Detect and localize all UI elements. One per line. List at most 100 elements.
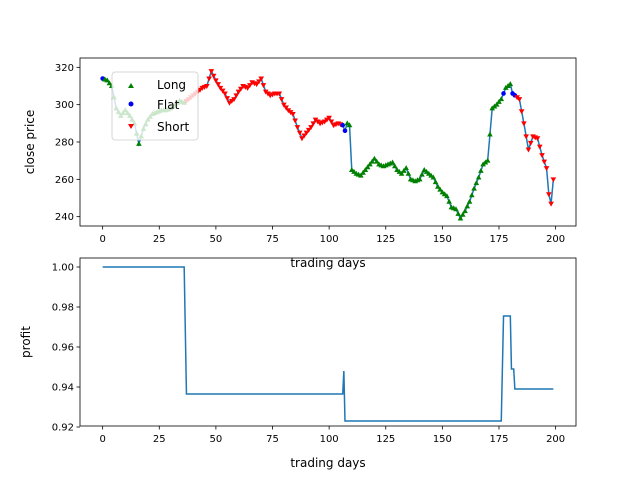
price-chart-y-tick-label: 280 — [55, 138, 74, 149]
price-chart-y-tick-label: 300 — [55, 100, 74, 111]
short-marker — [222, 91, 228, 97]
short-marker — [276, 91, 283, 97]
price-chart-x-tick-label: 125 — [376, 234, 395, 245]
short-marker — [238, 86, 244, 92]
profit-chart-frame — [79, 257, 577, 427]
long-marker — [457, 215, 464, 221]
price-chart: 0 25 50 75 100 125 150 175 200 240 260 280 300 320 tr… — [23, 57, 577, 270]
short-marker — [204, 84, 210, 89]
short-marker — [303, 130, 310, 136]
price-chart-y-tick-label: 320 — [55, 63, 74, 74]
price-chart-x-label: trading days — [290, 256, 365, 270]
price-chart-x-tick-label: 150 — [433, 234, 452, 245]
long-marker — [430, 174, 437, 180]
flat-marker — [342, 128, 348, 134]
price-chart-y-tick-label: 260 — [55, 175, 74, 186]
profit-chart-x-tick-label: 200 — [546, 434, 565, 445]
long-marker — [487, 131, 493, 137]
long-marker — [369, 158, 375, 164]
long-marker — [471, 185, 477, 191]
long-marker — [104, 77, 110, 83]
profit-chart-x-tick-label: 25 — [153, 434, 166, 445]
long-marker — [367, 161, 373, 167]
long-marker — [346, 122, 353, 128]
long-marker — [469, 192, 475, 198]
profit-chart-ticks: 0 25 50 75 100 125 150 175 200 0.92 0.94 0.96 0.98 1.… — [52, 263, 565, 446]
legend-short-label: Short — [157, 120, 189, 134]
long-marker — [493, 101, 500, 107]
long-marker — [136, 140, 142, 146]
price-chart-x-tick-label: 75 — [266, 234, 279, 245]
short-marker — [233, 93, 240, 99]
profit-chart-y-label: profit — [19, 326, 33, 358]
short-marker — [260, 83, 267, 89]
price-chart-ticks: 0 25 50 75 100 125 150 175 200 240 260 280 300 320 — [55, 63, 565, 245]
short-marker — [210, 73, 217, 79]
long-marker — [473, 180, 480, 186]
legend-flat-marker — [128, 101, 134, 107]
short-marker — [253, 82, 260, 88]
profit-chart-y-tick-label: 0.92 — [52, 423, 74, 434]
short-marker — [215, 82, 221, 88]
profit-chart-x-tick-label: 125 — [376, 434, 395, 445]
price-chart-x-tick-label: 25 — [153, 234, 166, 245]
short-marker — [523, 134, 529, 140]
short-marker — [525, 147, 532, 153]
price-chart-x-tick-label: 175 — [489, 234, 508, 245]
profit-chart-y-tick-label: 0.98 — [52, 303, 74, 314]
long-marker — [403, 165, 409, 171]
long-marker — [360, 169, 366, 175]
long-marker — [398, 170, 405, 176]
short-marker — [247, 83, 253, 89]
short-marker — [516, 97, 523, 103]
short-marker — [217, 85, 224, 91]
long-marker — [507, 81, 514, 87]
short-marker — [543, 166, 550, 172]
long-marker — [362, 167, 369, 172]
short-marker — [301, 133, 308, 139]
short-marker — [258, 76, 264, 82]
legend-short-marker — [128, 124, 134, 129]
profit-chart-x-tick-label: 50 — [210, 434, 223, 445]
long-marker — [446, 198, 452, 204]
short-marker — [294, 125, 301, 131]
short-marker — [305, 127, 312, 133]
long-marker — [389, 159, 396, 165]
short-marker — [244, 85, 251, 91]
short-marker — [219, 88, 226, 94]
long-marker — [484, 157, 491, 163]
legend-long-marker — [128, 83, 134, 88]
long-marker — [392, 163, 398, 169]
profit-chart-y-tick-label: 0.94 — [52, 383, 74, 394]
price-chart-x-tick-label: 50 — [210, 234, 223, 245]
long-marker — [496, 98, 502, 104]
long-marker — [373, 158, 380, 164]
long-marker — [371, 155, 378, 161]
short-marker — [296, 130, 303, 136]
price-chart-frame — [79, 57, 577, 227]
short-marker — [308, 125, 314, 131]
profit-chart-y-tick-label: 1.00 — [52, 263, 74, 274]
short-marker — [310, 121, 317, 127]
profit-chart-x-tick-label: 0 — [99, 434, 105, 445]
short-marker — [231, 97, 237, 103]
long-marker — [358, 172, 364, 178]
price-chart-y-tick-label: 240 — [55, 212, 74, 223]
long-marker — [466, 198, 473, 204]
profit-chart-x-tick-label: 100 — [320, 434, 339, 445]
profit-chart-y-tick-label: 0.96 — [52, 343, 74, 354]
short-marker — [290, 112, 296, 117]
short-marker — [292, 118, 298, 124]
profit-chart-x-label: trading days — [290, 456, 365, 470]
short-marker — [206, 76, 212, 82]
short-marker — [299, 136, 305, 142]
long-marker — [459, 211, 466, 217]
long-marker — [475, 174, 482, 180]
price-chart-y-label: close price — [23, 110, 37, 175]
short-marker — [546, 192, 552, 198]
long-marker — [498, 96, 505, 102]
legend-flat-label: Flat — [157, 98, 180, 112]
short-marker — [235, 89, 242, 95]
long-marker — [435, 183, 441, 189]
short-marker — [550, 177, 557, 183]
